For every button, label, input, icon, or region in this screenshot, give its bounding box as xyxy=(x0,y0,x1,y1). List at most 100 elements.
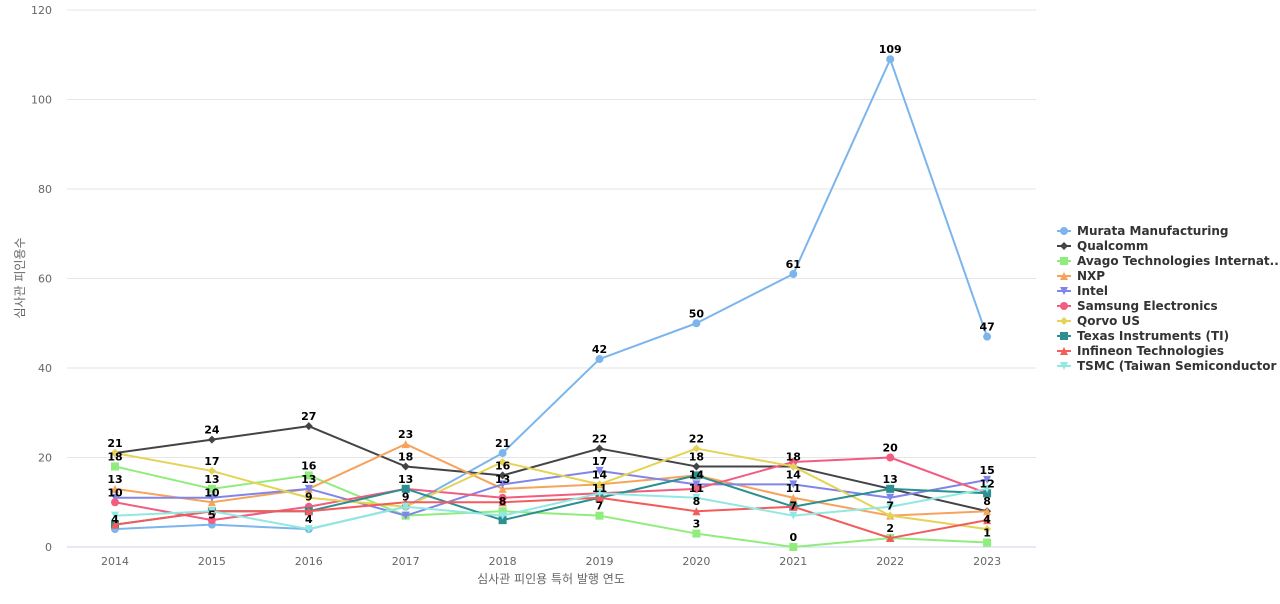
data-point xyxy=(304,484,313,493)
data-point xyxy=(304,422,313,431)
series-line xyxy=(114,456,988,522)
data-point xyxy=(886,534,895,543)
data-point xyxy=(983,489,992,498)
x-axis-ticks: 2014 2015 2016 2017 2018 2019 2020 2021 2022 2023 xyxy=(101,555,1001,568)
legend-marker xyxy=(1060,272,1068,280)
legend-marker xyxy=(1060,257,1068,265)
data-point xyxy=(886,511,895,520)
data-point xyxy=(498,493,507,502)
data-label: 18 xyxy=(398,450,413,463)
x-tick-label: 2023 xyxy=(973,555,1001,568)
legend-item: Intel xyxy=(1057,284,1108,298)
data-label: 13 xyxy=(204,473,219,486)
data-label: 11 xyxy=(786,482,801,495)
y-tick-label: 40 xyxy=(38,362,52,375)
data-point xyxy=(304,471,313,480)
y-tick-label: 80 xyxy=(38,183,52,196)
data-point xyxy=(207,484,216,493)
legend-marker xyxy=(1060,227,1068,235)
data-point xyxy=(111,511,119,520)
data-point xyxy=(401,502,410,511)
data-point xyxy=(983,484,992,493)
series-layer xyxy=(111,55,992,551)
data-label: 3 xyxy=(693,518,701,531)
y-tick-label: 60 xyxy=(38,273,52,286)
data-label: 13 xyxy=(495,473,510,486)
legend-item: Avago Technologies Internat... xyxy=(1057,254,1280,268)
data-point xyxy=(789,543,798,551)
data-label: 2 xyxy=(886,522,894,535)
data-label: 8 xyxy=(983,495,991,508)
y-tick-label: 120 xyxy=(31,4,52,17)
data-point xyxy=(789,480,798,489)
data-label: 20 xyxy=(883,442,899,455)
data-point xyxy=(304,493,313,502)
data-label: 13 xyxy=(301,473,316,486)
y-tick-label: 20 xyxy=(38,452,52,465)
data-point xyxy=(401,462,410,471)
legend-label: Intel xyxy=(1077,284,1108,298)
data-point xyxy=(207,466,216,475)
data-label: 7 xyxy=(789,500,797,513)
data-label: 13 xyxy=(107,473,122,486)
data-point xyxy=(304,507,313,516)
data-point xyxy=(401,511,410,520)
legend-label: Samsung Electronics xyxy=(1077,299,1218,313)
data-point xyxy=(983,332,992,341)
x-tick-label: 2019 xyxy=(586,555,614,568)
data-label: 42 xyxy=(592,343,607,356)
y-axis-title: 심사관 피인용수 xyxy=(13,237,27,318)
data-point xyxy=(692,507,701,516)
y-axis-ticks: 0 20 40 60 80 100 120 xyxy=(31,4,52,554)
legend-item: Qualcomm xyxy=(1057,239,1148,253)
data-point xyxy=(692,529,701,538)
legend-item: NXP xyxy=(1057,269,1105,283)
data-label: 18 xyxy=(689,450,704,463)
data-point xyxy=(692,484,701,493)
data-point xyxy=(789,457,798,466)
data-point xyxy=(207,507,216,516)
data-point xyxy=(595,466,604,475)
data-point xyxy=(983,507,992,516)
data-label: 7 xyxy=(596,500,604,513)
data-label: 21 xyxy=(107,437,122,450)
legend-label: Qorvo US xyxy=(1077,314,1140,328)
series-line xyxy=(114,487,988,531)
data-point xyxy=(983,475,992,484)
legend-item: Murata Manufacturing xyxy=(1057,224,1229,238)
legend-label: Murata Manufacturing xyxy=(1077,224,1229,238)
x-tick-label: 2021 xyxy=(779,555,807,568)
data-point xyxy=(401,484,410,493)
x-tick-label: 2016 xyxy=(295,555,323,568)
legend-label: Qualcomm xyxy=(1077,239,1148,253)
data-label: 9 xyxy=(305,491,313,504)
series-line xyxy=(114,496,988,540)
data-label: 8 xyxy=(499,495,507,508)
data-point xyxy=(498,498,507,507)
data-point xyxy=(886,484,895,493)
data-label: 22 xyxy=(592,433,607,446)
data-point xyxy=(111,498,119,507)
legend-item: Texas Instruments (TI) xyxy=(1057,329,1229,343)
data-point xyxy=(886,493,895,502)
legend-marker xyxy=(1060,317,1068,325)
data-label: 10 xyxy=(107,486,123,499)
data-point xyxy=(111,462,119,471)
data-label: 50 xyxy=(689,307,705,320)
data-label: 15 xyxy=(979,464,994,477)
data-point xyxy=(498,511,507,520)
series-3 xyxy=(111,462,992,551)
data-label: 17 xyxy=(592,455,607,468)
data-point xyxy=(692,493,701,502)
legend-marker xyxy=(1060,287,1068,295)
data-label: 9 xyxy=(402,491,410,504)
data-point xyxy=(886,55,895,64)
data-point xyxy=(595,511,604,520)
x-tick-label: 2020 xyxy=(682,555,710,568)
data-label: 11 xyxy=(592,482,607,495)
x-tick-label: 2014 xyxy=(101,555,129,568)
legend-label: TSMC (Taiwan Semiconductor ... xyxy=(1077,359,1280,373)
x-axis-title: 심사관 피인용 특허 발행 연도 xyxy=(477,571,625,586)
